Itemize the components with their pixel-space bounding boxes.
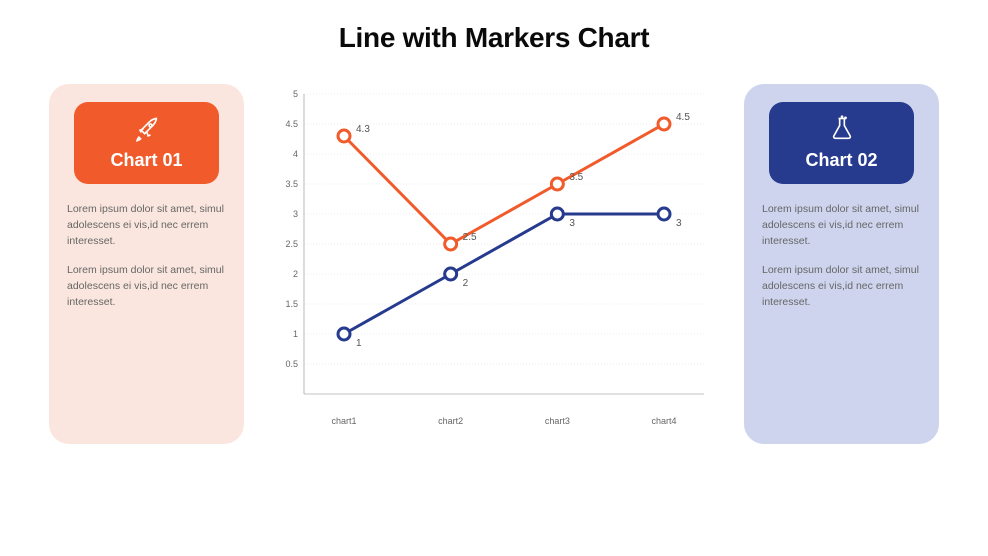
xtick-label: chart1 bbox=[331, 416, 356, 426]
rocket-icon bbox=[133, 115, 161, 150]
badge-chart-01: Chart 01 bbox=[74, 102, 219, 184]
data-label: 2.5 bbox=[463, 232, 477, 243]
card-chart-02: Chart 02 Lorem ipsum dolor sit amet, sim… bbox=[744, 84, 939, 444]
ytick-label: 1 bbox=[293, 329, 298, 339]
ytick-label: 3 bbox=[293, 209, 298, 219]
badge-chart-02: Chart 02 bbox=[769, 102, 914, 184]
series-marker bbox=[551, 178, 563, 190]
series-marker bbox=[445, 238, 457, 250]
series-marker bbox=[338, 130, 350, 142]
content-row: Chart 01 Lorem ipsum dolor sit amet, sim… bbox=[0, 84, 988, 454]
data-label: 1 bbox=[356, 338, 362, 349]
card-chart-01: Chart 01 Lorem ipsum dolor sit amet, sim… bbox=[49, 84, 244, 444]
data-label: 2 bbox=[463, 278, 469, 289]
card-02-para-2: Lorem ipsum dolor sit amet, simul adoles… bbox=[762, 263, 921, 310]
ytick-label: 2 bbox=[293, 269, 298, 279]
card-02-body: Lorem ipsum dolor sit amet, simul adoles… bbox=[762, 202, 921, 311]
xtick-label: chart3 bbox=[545, 416, 570, 426]
badge-chart-02-label: Chart 02 bbox=[805, 150, 877, 171]
series-marker bbox=[338, 328, 350, 340]
data-label: 3.5 bbox=[569, 172, 583, 183]
data-label: 4.5 bbox=[676, 112, 690, 123]
badge-chart-01-label: Chart 01 bbox=[110, 150, 182, 171]
ytick-label: 4.5 bbox=[285, 119, 298, 129]
data-label: 3 bbox=[676, 218, 682, 229]
data-label: 4.3 bbox=[356, 124, 370, 135]
card-01-para-1: Lorem ipsum dolor sit amet, simul adoles… bbox=[67, 202, 226, 249]
series-marker bbox=[445, 268, 457, 280]
ytick-label: 4 bbox=[293, 149, 298, 159]
flask-icon bbox=[828, 115, 856, 150]
card-01-body: Lorem ipsum dolor sit amet, simul adoles… bbox=[67, 202, 226, 311]
ytick-label: 1.5 bbox=[285, 299, 298, 309]
xtick-label: chart2 bbox=[438, 416, 463, 426]
card-01-para-2: Lorem ipsum dolor sit amet, simul adoles… bbox=[67, 263, 226, 310]
chart-svg: 0.5 1 1.5 2 2.5 3 3.5 4 4.5 5 chart1 chart2 chart3 ch… bbox=[264, 84, 724, 454]
series-marker bbox=[658, 118, 670, 130]
ytick-label: 3.5 bbox=[285, 179, 298, 189]
series-marker bbox=[551, 208, 563, 220]
series-marker bbox=[658, 208, 670, 220]
card-02-para-1: Lorem ipsum dolor sit amet, simul adoles… bbox=[762, 202, 921, 249]
data-label: 3 bbox=[569, 218, 575, 229]
line-chart: 0.5 1 1.5 2 2.5 3 3.5 4 4.5 5 chart1 chart2 chart3 ch… bbox=[264, 84, 724, 454]
ytick-label: 2.5 bbox=[285, 239, 298, 249]
page-title: Line with Markers Chart bbox=[0, 22, 988, 54]
ytick-label: 0.5 bbox=[285, 359, 298, 369]
ytick-label: 5 bbox=[293, 89, 298, 99]
xtick-label: chart4 bbox=[651, 416, 676, 426]
